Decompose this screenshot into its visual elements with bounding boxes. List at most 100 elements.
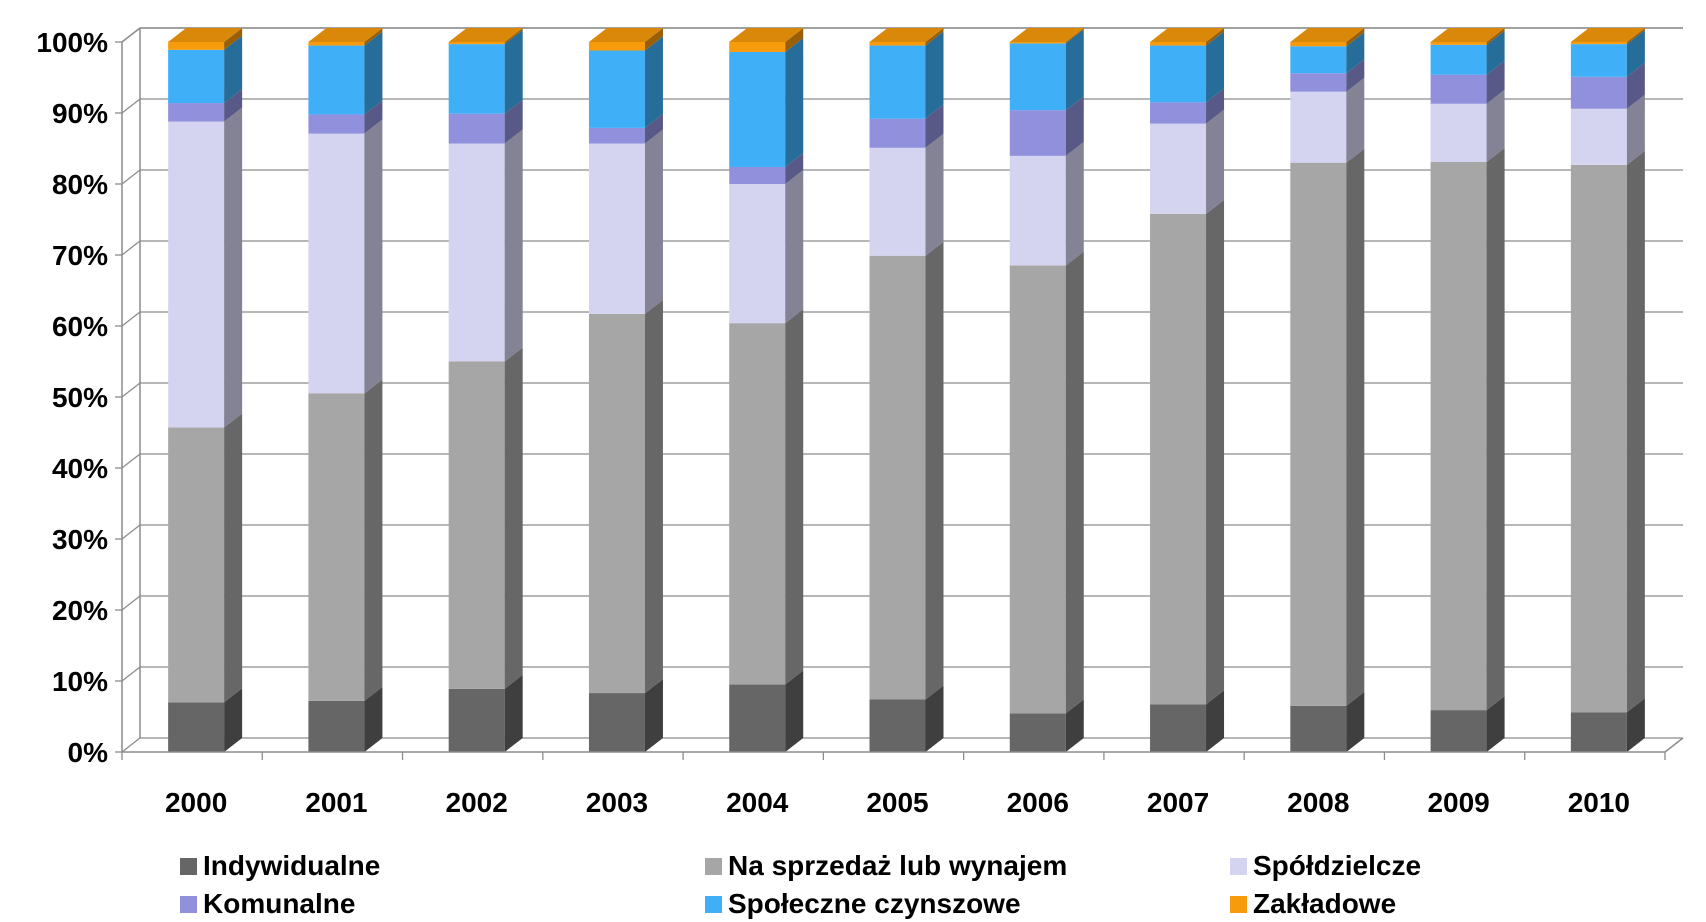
bar-top — [168, 28, 243, 42]
bar-segment — [869, 241, 944, 700]
bar-face — [1290, 162, 1347, 706]
bar-side — [644, 36, 663, 128]
bar-side — [224, 413, 243, 703]
bar-segment — [1150, 690, 1225, 752]
bar-face — [448, 688, 505, 752]
bar-segment — [1290, 148, 1365, 706]
bar-segment — [448, 99, 523, 144]
bar-face — [1290, 705, 1347, 752]
bar-segment — [1570, 94, 1645, 165]
bar-side — [1486, 28, 1505, 45]
bar-segment — [308, 119, 383, 394]
bar-side — [364, 379, 383, 701]
bar-side — [364, 119, 383, 394]
bar-side — [1626, 150, 1645, 713]
bar-segment — [588, 299, 663, 694]
bar-segment — [1570, 30, 1645, 77]
bar-segment — [1009, 141, 1084, 266]
y-tick-label: 70% — [52, 240, 108, 271]
legend-label: Społeczne czynszowe — [728, 888, 1021, 919]
bar-segment — [308, 686, 383, 752]
bar-face — [729, 323, 786, 685]
bar-face — [308, 393, 365, 701]
bar-face — [448, 42, 505, 45]
bar-stack-2006 — [1009, 28, 1084, 752]
bar-top — [729, 28, 804, 42]
bar-face — [168, 121, 225, 428]
bar-face — [308, 700, 365, 752]
bar-segment — [1290, 691, 1365, 752]
bar-side — [504, 129, 523, 362]
bar-face — [1430, 44, 1487, 75]
bar-side — [224, 28, 243, 50]
bar-segment — [729, 670, 804, 752]
bar-segment — [869, 133, 944, 256]
gridline-slant — [121, 666, 141, 682]
bar-side — [1206, 88, 1225, 124]
bar-side — [925, 241, 944, 700]
bar-segment — [1150, 28, 1225, 46]
bar-side — [1065, 29, 1084, 111]
bar-segment — [729, 170, 804, 324]
bar-stack-2002 — [448, 28, 523, 752]
gridline-slant — [121, 453, 141, 469]
bar-side — [1486, 60, 1505, 104]
legend-swatch — [705, 895, 722, 913]
bar-side — [644, 299, 663, 694]
bar-side — [644, 113, 663, 144]
bar-segment — [1430, 147, 1505, 711]
bar-segment — [729, 28, 804, 52]
bar-segment — [729, 37, 804, 167]
bar-segment — [588, 113, 663, 144]
bar-stack-2010 — [1570, 28, 1645, 752]
bar-face — [1570, 108, 1627, 165]
bar-side — [364, 31, 383, 115]
y-tick-label: 100% — [36, 27, 108, 58]
bar-stack-2001 — [308, 28, 383, 752]
bar-side — [925, 133, 944, 256]
chart-legend: Indywidualne Na sprzedaż lub wynajem Spółd… — [180, 848, 1500, 922]
legend-swatch — [705, 857, 722, 875]
bar-face — [869, 147, 926, 256]
bar-face — [1290, 73, 1347, 92]
floor-right-edge — [1664, 737, 1684, 753]
legend-swatch — [180, 895, 197, 913]
bar-side — [925, 31, 944, 119]
bar-segment — [448, 347, 523, 689]
gridline-slant — [121, 382, 141, 398]
bar-side — [644, 679, 663, 752]
bar-segment — [1430, 28, 1505, 45]
bar-side — [1486, 89, 1505, 162]
bar-face — [729, 684, 786, 752]
bar-face — [308, 133, 365, 394]
bar-face — [1150, 213, 1207, 705]
y-axis-tick-labels: 0% 10% 20% 30% 40% 50% 60% 70% 80% 90% 100% — [36, 27, 108, 768]
bar-segment — [1150, 88, 1225, 124]
bar-face — [1290, 46, 1347, 74]
x-tick-label: 2008 — [1287, 787, 1349, 818]
bar-segment — [588, 679, 663, 752]
bar-face — [308, 45, 365, 115]
bar-stack-2009 — [1430, 28, 1505, 752]
bar-face — [588, 50, 645, 128]
bar-segment — [1570, 28, 1645, 45]
bar-segment — [1009, 28, 1084, 44]
bar-face — [1009, 713, 1066, 752]
legend-label: Komunalne — [203, 888, 356, 919]
x-tick-label: 2006 — [1007, 787, 1069, 818]
bar-side — [1346, 148, 1365, 706]
bar-side — [1065, 141, 1084, 266]
bar-segment — [308, 31, 383, 115]
bar-segment — [869, 31, 944, 119]
bar-segment — [588, 36, 663, 128]
x-tick-label: 2001 — [305, 787, 367, 818]
bar-face — [1150, 123, 1207, 214]
bar-segment — [448, 30, 523, 114]
bar-face — [1430, 161, 1487, 711]
bar-face — [1009, 155, 1066, 266]
bar-face — [448, 44, 505, 114]
bar-top — [1009, 28, 1084, 42]
bar-side — [1065, 96, 1084, 156]
bar-side — [504, 347, 523, 689]
bar-face — [869, 118, 926, 148]
